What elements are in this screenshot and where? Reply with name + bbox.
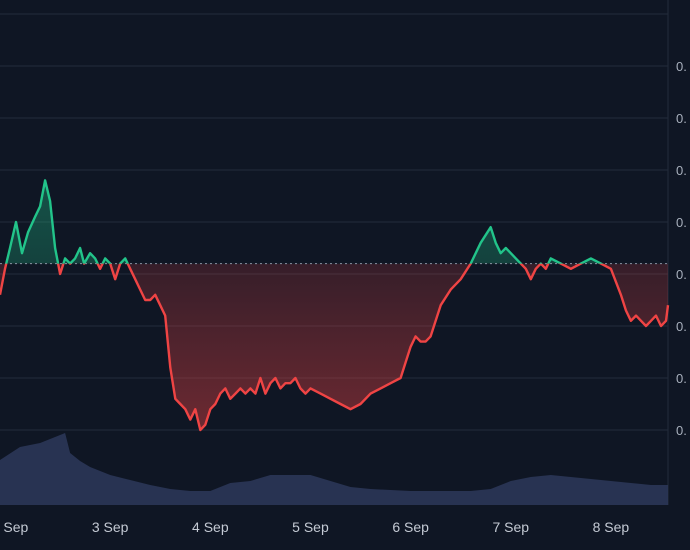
- x-tick-label: 6 Sep: [392, 519, 429, 535]
- loss-area-fill: [0, 263, 668, 430]
- area-fills: [0, 180, 668, 430]
- price-line-down: [0, 263, 670, 432]
- x-tick-label: 7 Sep: [492, 519, 529, 535]
- x-tick-label: 2 Sep: [0, 519, 29, 535]
- y-tick-label: 0.: [676, 319, 687, 334]
- y-tick-label: 0.: [676, 371, 687, 386]
- x-tick-label: 5 Sep: [292, 519, 329, 535]
- x-tick-label: 8 Sep: [593, 519, 630, 535]
- x-axis: 2 Sep 3 Sep 4 Sep 5 Sep 6 Sep 7 Sep 8 Sep: [0, 519, 629, 535]
- y-tick-label: 0.: [676, 111, 687, 126]
- price-line-up: [5, 179, 604, 264]
- x-tick-label: 4 Sep: [192, 519, 229, 535]
- x-tick-label: 3 Sep: [92, 519, 129, 535]
- volume-series: [0, 433, 668, 505]
- y-tick-label: 0.: [676, 215, 687, 230]
- y-tick-label: 0.: [676, 163, 687, 178]
- y-axis: 0. 0. 0. 0. 0. 0. 0. 0.: [676, 59, 687, 438]
- y-tick-label: 0.: [676, 59, 687, 74]
- y-tick-label: 0.: [676, 423, 687, 438]
- price-series: [0, 179, 670, 432]
- volume-area: [0, 433, 668, 505]
- y-tick-label: 0.: [676, 267, 687, 282]
